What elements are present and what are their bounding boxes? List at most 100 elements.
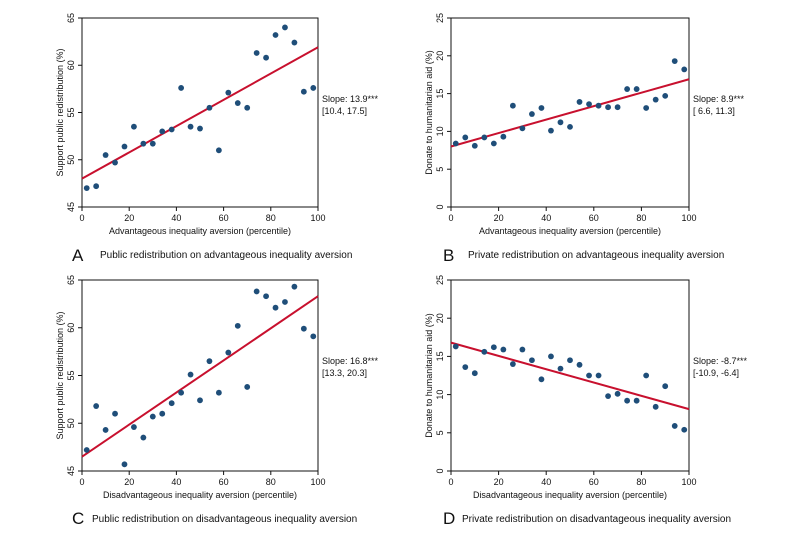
data-point-b-5	[500, 133, 507, 140]
data-point-a-19	[263, 54, 269, 61]
data-point-b-19	[633, 86, 640, 92]
x-tick-label-a-1: 20	[124, 213, 134, 223]
fit-line-a	[81, 46, 319, 180]
y-tick-label-a-0: 45	[66, 202, 76, 212]
y-tick-label-d-4: 20	[435, 313, 445, 323]
data-point-a-16	[234, 100, 241, 106]
data-point-b-1	[462, 134, 469, 141]
y-axis-title-a: Support public redistribution (%)	[55, 48, 65, 176]
data-point-b-8	[529, 111, 535, 117]
y-axis-title-b: Donate to humanitarian aid (%)	[424, 50, 434, 175]
x-axis-title-b: Advantageous inequality aversion (percen…	[479, 226, 661, 236]
data-point-a-2	[102, 152, 109, 158]
panel-caption-a: Public redistribution on advantageous in…	[100, 250, 353, 261]
data-point-d-2	[471, 370, 478, 377]
x-tick-label-c-2: 40	[171, 477, 181, 487]
data-point-d-8	[529, 357, 535, 364]
data-point-b-10	[548, 127, 554, 134]
data-point-a-20	[272, 32, 279, 38]
data-point-c-22	[291, 283, 298, 290]
x-tick-label-c-3: 60	[219, 477, 229, 487]
x-tick-label-c-5: 100	[310, 477, 325, 487]
data-point-d-5	[500, 346, 507, 353]
data-point-d-0	[452, 343, 459, 350]
data-point-a-22	[291, 39, 298, 46]
data-point-c-4	[121, 461, 128, 468]
x-tick-label-c-0: 0	[79, 477, 84, 487]
data-point-d-15	[595, 372, 602, 379]
slope-ci-label-d: [-10.9, -6.4]	[693, 368, 739, 378]
data-point-d-13	[576, 361, 583, 368]
data-point-a-11	[187, 123, 194, 130]
x-tick-label-b-0: 0	[448, 213, 453, 223]
x-tick-label-a-5: 100	[310, 213, 325, 223]
data-point-b-24	[681, 66, 688, 73]
data-point-d-17	[614, 390, 621, 397]
y-tick-label-b-4: 20	[435, 51, 445, 61]
data-point-b-16	[605, 104, 611, 111]
data-point-a-12	[197, 125, 203, 132]
y-tick-label-d-2: 10	[435, 390, 445, 400]
y-tick-label-c-0: 45	[66, 466, 76, 476]
slope-ci-label-b: [ 6.6, 11.3]	[693, 106, 735, 116]
data-point-b-17	[614, 104, 621, 111]
data-point-d-4	[490, 344, 497, 351]
data-point-a-17	[244, 104, 251, 111]
data-point-d-3	[481, 348, 488, 355]
data-point-b-0	[452, 140, 459, 147]
data-point-d-14	[586, 372, 592, 379]
data-point-a-23	[300, 88, 307, 95]
data-point-d-6	[509, 361, 516, 367]
data-point-b-6	[509, 102, 516, 109]
data-point-d-11	[557, 365, 564, 372]
data-point-b-22	[662, 92, 669, 99]
panel-caption-d: Private redistribution on disadvantageou…	[462, 514, 732, 525]
data-point-c-6	[140, 434, 147, 441]
slope-label-d: Slope: -8.7***	[693, 356, 748, 366]
data-point-c-24	[310, 333, 317, 340]
y-tick-label-b-1: 5	[435, 167, 445, 172]
data-point-c-19	[263, 293, 269, 300]
data-point-a-10	[178, 85, 185, 91]
x-tick-label-d-2: 40	[541, 477, 551, 487]
x-tick-label-d-3: 60	[589, 477, 599, 487]
data-point-c-9	[168, 400, 175, 407]
data-point-a-24	[310, 85, 317, 91]
y-tick-label-a-1: 50	[66, 155, 76, 165]
data-point-c-3	[112, 410, 118, 417]
data-point-d-23	[671, 423, 678, 429]
slope-ci-label-a: [10.4, 17.5]	[322, 106, 367, 116]
data-point-b-7	[519, 125, 526, 132]
plot-frame-d	[450, 279, 690, 472]
x-tick-label-d-5: 100	[681, 477, 696, 487]
data-point-c-16	[234, 322, 241, 329]
data-point-d-1	[462, 364, 469, 370]
data-point-b-20	[643, 105, 650, 111]
data-point-c-23	[300, 325, 307, 332]
y-tick-label-a-3: 60	[66, 60, 76, 70]
fit-line-d	[450, 341, 690, 411]
data-point-b-9	[538, 105, 545, 111]
x-axis-title-a: Advantageous inequality aversion (percen…	[109, 226, 291, 236]
data-point-d-21	[652, 403, 659, 410]
data-point-a-3	[112, 159, 118, 166]
data-point-b-3	[481, 134, 488, 141]
data-point-b-12	[567, 123, 573, 130]
fit-line-c	[81, 295, 319, 458]
data-point-b-14	[586, 101, 592, 108]
data-point-b-13	[576, 99, 583, 105]
fit-line-b	[450, 78, 690, 148]
slope-label-c: Slope: 16.8***	[322, 356, 379, 366]
data-point-c-17	[244, 384, 251, 390]
x-axis-title-c: Disadvantageous inequality aversion (per…	[103, 490, 297, 500]
data-point-c-15	[225, 349, 232, 356]
x-tick-label-b-2: 40	[541, 213, 551, 223]
y-tick-label-b-3: 15	[435, 89, 445, 99]
data-point-a-13	[206, 104, 213, 111]
data-point-b-23	[671, 58, 678, 64]
y-tick-label-d-0: 0	[435, 468, 445, 473]
data-point-a-6	[140, 140, 147, 147]
data-point-b-4	[490, 140, 497, 147]
